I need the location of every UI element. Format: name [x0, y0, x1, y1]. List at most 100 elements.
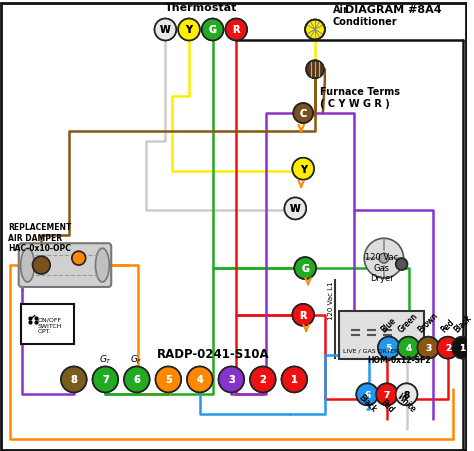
- FancyBboxPatch shape: [18, 244, 111, 287]
- Text: Green: Green: [397, 311, 420, 334]
- Text: 1: 1: [291, 375, 298, 385]
- Circle shape: [284, 198, 306, 220]
- Circle shape: [155, 19, 176, 41]
- Text: 8: 8: [403, 390, 410, 399]
- Text: 7: 7: [102, 375, 109, 385]
- Circle shape: [306, 61, 324, 79]
- Text: W: W: [290, 204, 301, 214]
- Circle shape: [452, 337, 474, 359]
- Text: Blue: Blue: [380, 316, 398, 334]
- Text: 2: 2: [445, 343, 451, 352]
- Circle shape: [378, 337, 400, 359]
- Circle shape: [187, 367, 213, 392]
- Text: 5: 5: [165, 375, 172, 385]
- Text: 6: 6: [134, 375, 140, 385]
- Text: Blue: Blue: [380, 316, 398, 334]
- Text: DIAGRAM #8A4: DIAGRAM #8A4: [345, 5, 441, 14]
- Text: 6: 6: [364, 390, 370, 399]
- Circle shape: [294, 258, 316, 280]
- Text: W: W: [290, 204, 301, 214]
- Circle shape: [282, 367, 307, 392]
- Circle shape: [292, 158, 314, 180]
- Text: R: R: [232, 25, 240, 36]
- Circle shape: [376, 383, 398, 405]
- Circle shape: [376, 383, 398, 405]
- Text: $G_F$: $G_F$: [130, 353, 143, 365]
- Text: W: W: [160, 25, 171, 36]
- Text: Red: Red: [439, 318, 456, 334]
- Text: Green: Green: [397, 311, 420, 334]
- Text: ON/OFF
SWITCH
OPT.: ON/OFF SWITCH OPT.: [37, 317, 62, 334]
- Text: Black: Black: [356, 392, 378, 413]
- Circle shape: [437, 337, 459, 359]
- Text: Y: Y: [185, 25, 192, 36]
- Text: Furnace Terms
( C Y W G R ): Furnace Terms ( C Y W G R ): [320, 87, 400, 109]
- Circle shape: [452, 337, 474, 359]
- Text: 4: 4: [196, 375, 203, 385]
- Text: 6: 6: [134, 375, 140, 385]
- Text: R: R: [300, 310, 307, 320]
- Text: 120 Vac L1: 120 Vac L1: [328, 281, 334, 319]
- Text: C: C: [300, 109, 307, 119]
- Text: 4: 4: [405, 343, 412, 352]
- Text: Y: Y: [300, 164, 307, 174]
- Text: R: R: [300, 310, 307, 320]
- Text: R: R: [232, 25, 240, 36]
- Text: Y: Y: [300, 164, 307, 174]
- Circle shape: [202, 19, 223, 41]
- Circle shape: [155, 19, 176, 41]
- Text: Black: Black: [452, 313, 473, 334]
- Text: G: G: [301, 263, 309, 273]
- Circle shape: [305, 20, 325, 40]
- Text: 5: 5: [386, 343, 392, 352]
- Circle shape: [61, 367, 87, 392]
- Text: 1: 1: [291, 375, 298, 385]
- Text: RADP-0241-S10A: RADP-0241-S10A: [157, 347, 270, 360]
- Text: Y: Y: [185, 25, 192, 36]
- Text: White: White: [395, 391, 418, 413]
- Circle shape: [219, 367, 244, 392]
- FancyBboxPatch shape: [21, 304, 74, 344]
- Text: REPLACEMENT
AIR DAMPER
HAC-0x10-OPC: REPLACEMENT AIR DAMPER HAC-0x10-OPC: [8, 223, 71, 253]
- Text: Red: Red: [379, 397, 395, 413]
- Text: 8: 8: [70, 375, 77, 385]
- Text: White: White: [395, 391, 418, 413]
- Circle shape: [305, 20, 325, 40]
- Text: 4: 4: [405, 343, 412, 352]
- Text: 8: 8: [70, 375, 77, 385]
- Text: Brown: Brown: [417, 311, 440, 334]
- Text: 7: 7: [383, 390, 390, 399]
- Circle shape: [396, 258, 408, 271]
- Text: 3: 3: [425, 343, 431, 352]
- Text: 7: 7: [102, 375, 109, 385]
- Circle shape: [292, 304, 314, 326]
- Circle shape: [356, 383, 378, 405]
- Text: W: W: [160, 25, 171, 36]
- Circle shape: [379, 253, 389, 263]
- Circle shape: [155, 367, 181, 392]
- Circle shape: [356, 383, 378, 405]
- Text: Red: Red: [439, 318, 456, 334]
- Circle shape: [292, 158, 314, 180]
- Circle shape: [396, 383, 418, 405]
- Circle shape: [187, 367, 213, 392]
- Text: Red: Red: [379, 397, 395, 413]
- Circle shape: [178, 19, 200, 41]
- Text: 8: 8: [403, 390, 410, 399]
- Text: 2: 2: [259, 375, 266, 385]
- Text: Brown: Brown: [417, 311, 440, 334]
- Circle shape: [398, 337, 419, 359]
- Circle shape: [364, 239, 403, 278]
- Text: 3: 3: [228, 375, 235, 385]
- Text: HOM-0x12-SF2: HOM-0x12-SF2: [367, 355, 430, 364]
- Circle shape: [155, 367, 181, 392]
- Circle shape: [418, 337, 439, 359]
- Circle shape: [124, 367, 150, 392]
- Circle shape: [378, 337, 400, 359]
- Text: 1: 1: [459, 343, 466, 352]
- Circle shape: [398, 337, 419, 359]
- Text: 4: 4: [196, 375, 203, 385]
- Ellipse shape: [95, 249, 109, 282]
- Circle shape: [92, 367, 118, 392]
- FancyBboxPatch shape: [338, 311, 424, 359]
